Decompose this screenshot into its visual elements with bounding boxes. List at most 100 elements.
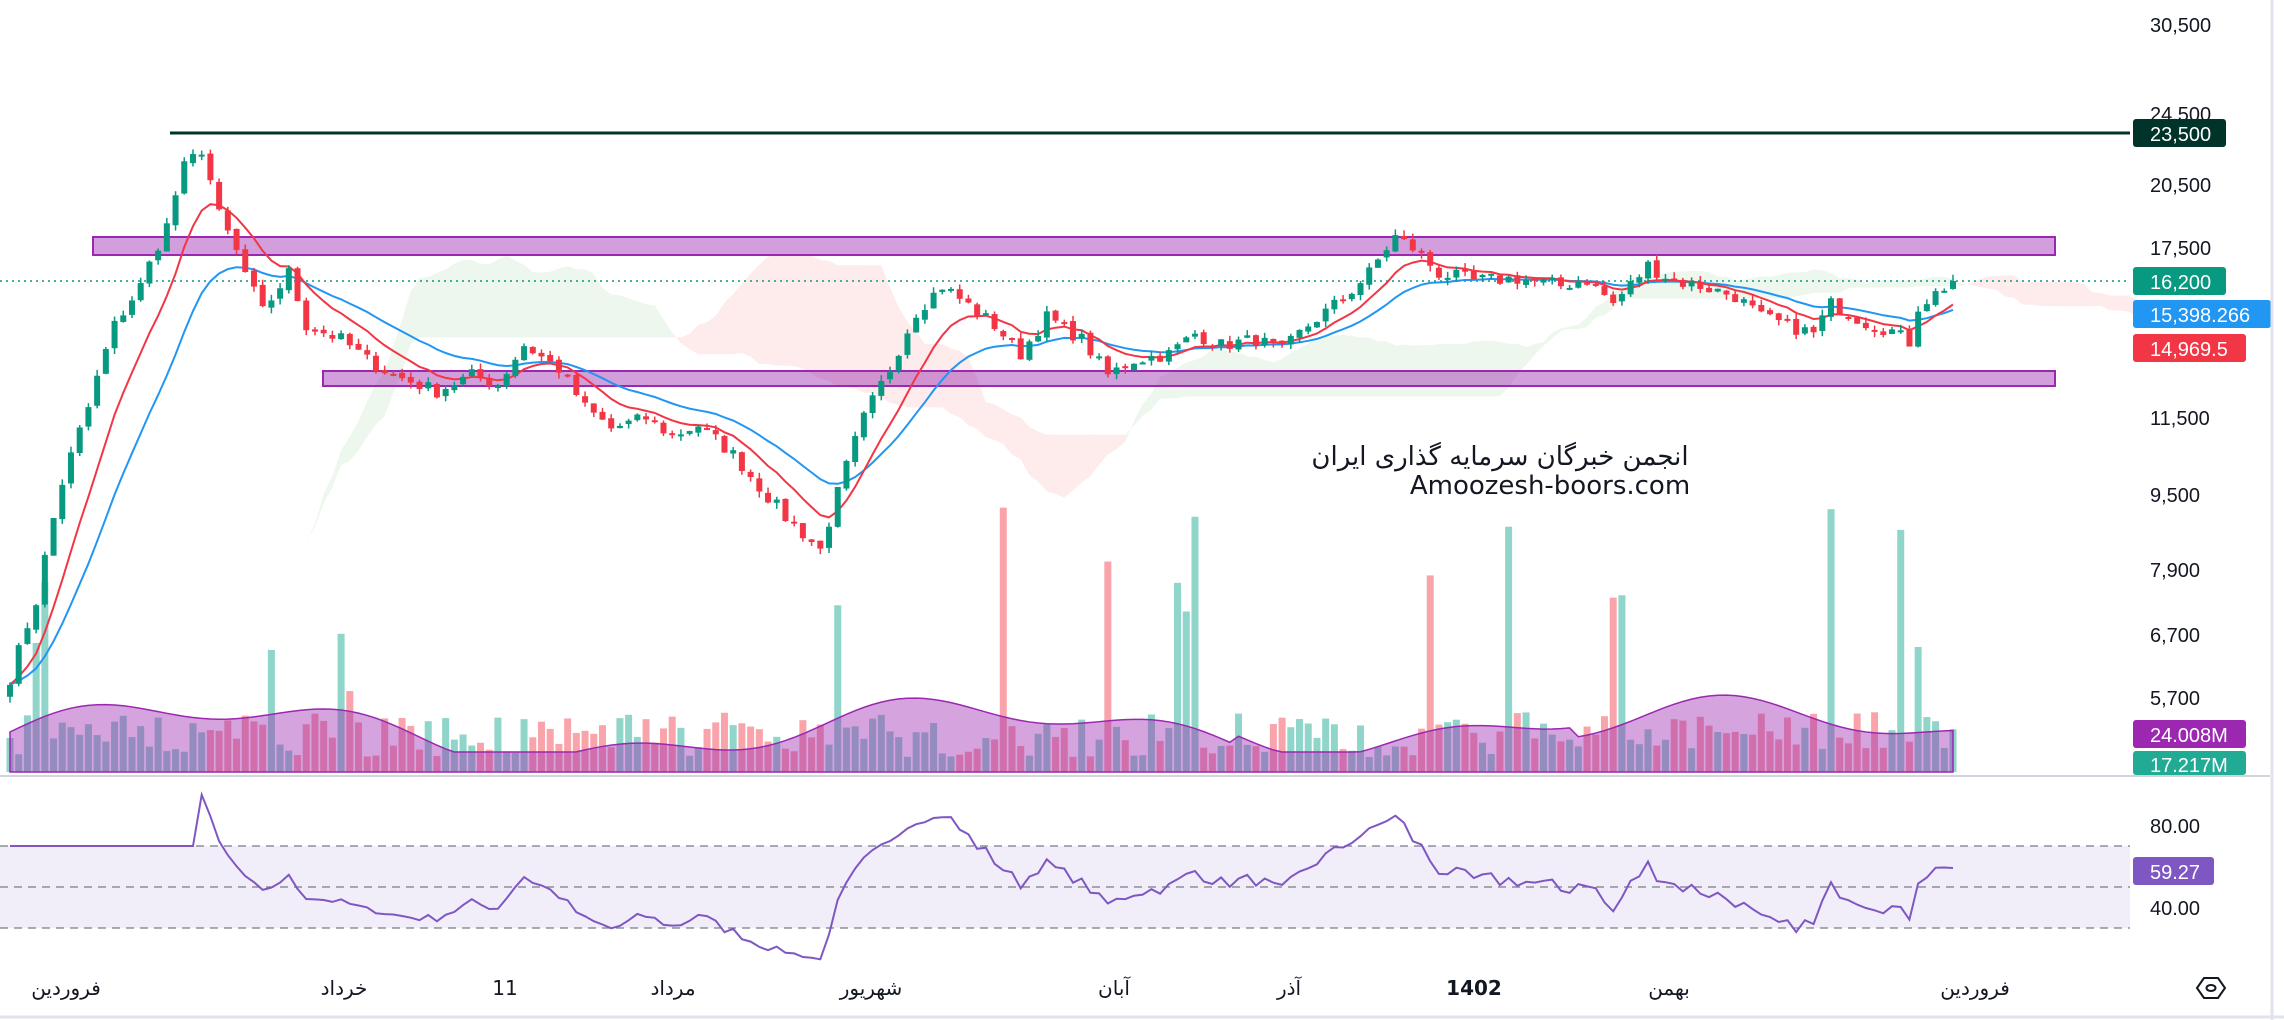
volume-bar <box>250 721 258 772</box>
candle-body <box>1862 322 1869 329</box>
volume-bar <box>1121 740 1129 772</box>
cloud-segment <box>253 650 263 661</box>
candle-body <box>1087 332 1094 356</box>
settings-icon[interactable] <box>2195 977 2227 999</box>
volume-bar <box>294 755 302 772</box>
candle-body <box>948 288 955 291</box>
cloud-segment <box>1517 343 1527 375</box>
cloud-segment <box>1343 334 1352 397</box>
volume-bar <box>790 751 798 772</box>
volume-bar <box>1357 725 1365 772</box>
candle-body <box>1566 287 1573 290</box>
candle-body <box>1889 329 1896 334</box>
cloud-segment <box>846 265 856 389</box>
volume-bar <box>903 756 911 772</box>
candle-body <box>1043 311 1050 338</box>
cloud-segment <box>1909 280 1919 288</box>
volume-bar <box>1548 734 1556 772</box>
candle-body <box>503 374 510 387</box>
cloud-segment <box>611 294 620 338</box>
time-tick: آبان <box>1098 975 1131 1000</box>
candle-body <box>1130 363 1137 371</box>
upper-resistance-zone[interactable] <box>92 236 2056 256</box>
candle-body <box>747 471 754 477</box>
time-tick: شهریور <box>839 976 903 1000</box>
price-axis[interactable]: 30,50024,50020,50017,50011,5009,5007,900… <box>2150 15 2211 710</box>
candle-body <box>1950 281 1956 289</box>
volume-bar <box>1853 713 1861 772</box>
volume-bar <box>450 739 458 772</box>
candle-body <box>416 381 423 389</box>
volume-bar <box>869 718 877 772</box>
candle-body <box>76 427 83 454</box>
lower-support-zone[interactable] <box>322 370 2056 387</box>
candle-body <box>1096 356 1103 359</box>
volume-bar <box>1775 739 1783 772</box>
candle-body <box>346 333 353 346</box>
candle-body <box>1366 267 1373 285</box>
candle-body <box>852 435 859 462</box>
candle-body <box>128 300 135 315</box>
ma-long-badge <box>2133 300 2271 328</box>
last-price-badge <box>2133 267 2226 295</box>
candle-body <box>1322 308 1329 322</box>
candle-body <box>808 539 815 543</box>
watermark: انجمن خبرگان سرمایه گذاری ایران Amoozesh… <box>1311 441 1690 501</box>
cloud-segment <box>1046 434 1056 494</box>
volume-bar <box>1435 724 1443 772</box>
candle-body <box>1165 350 1172 362</box>
candle-body <box>94 375 101 406</box>
volume-bar <box>1165 728 1173 772</box>
cloud-segment <box>733 283 742 355</box>
candle-body <box>1139 362 1146 365</box>
time-axis[interactable]: فروردین خرداد 11 مرداد شهریور آبان آذر 1402 بهمن… <box>31 975 2010 1000</box>
candle-body <box>1261 337 1268 346</box>
volume-bars <box>6 507 1957 772</box>
cloud-segment <box>1552 328 1561 339</box>
candle-body <box>460 376 467 385</box>
candle-body <box>7 684 13 697</box>
candle-body <box>1706 287 1713 293</box>
volume-bar <box>1252 746 1260 772</box>
volume-bar <box>895 737 903 772</box>
candle-body <box>1270 338 1277 343</box>
candle-body <box>1749 300 1756 306</box>
candle-body <box>1331 299 1338 310</box>
candle-body <box>1104 356 1111 375</box>
volume-bar <box>546 728 554 772</box>
volume-bar <box>799 720 807 772</box>
volume-bar <box>93 735 101 772</box>
cloud-segment <box>890 287 899 406</box>
candle-body <box>1915 311 1922 347</box>
candle-body <box>111 320 118 349</box>
cloud-segment <box>1926 277 1936 287</box>
volume-bar <box>1113 726 1121 772</box>
candle-body <box>1531 278 1538 281</box>
volume-bar <box>1060 728 1068 772</box>
candle-body <box>791 521 798 524</box>
candle-body <box>721 436 728 453</box>
candle-body <box>33 605 40 630</box>
cloud-segment <box>628 298 638 338</box>
cloud-segment <box>663 319 673 338</box>
candle-body <box>250 270 257 287</box>
cloud-segment <box>297 541 307 557</box>
cloud-segment <box>1778 272 1788 299</box>
cloud-segment <box>1979 276 1988 289</box>
candle-body <box>1854 317 1861 324</box>
volume-bar <box>1566 739 1574 772</box>
candle-body <box>1244 335 1251 338</box>
price-tick: 9,500 <box>2150 485 2200 507</box>
candle-body <box>930 292 937 309</box>
cloud-segment <box>654 305 664 338</box>
volume-bar <box>372 755 380 772</box>
volume-bar <box>808 737 816 772</box>
volume-bar <box>1505 526 1513 772</box>
volume-bar <box>1322 718 1330 772</box>
cloud-segment <box>1918 278 1927 287</box>
volume-bar <box>1905 741 1913 772</box>
candle-body <box>442 388 449 397</box>
time-tick: فروردین <box>1940 976 2010 1000</box>
cloud-segment <box>1883 280 1893 288</box>
